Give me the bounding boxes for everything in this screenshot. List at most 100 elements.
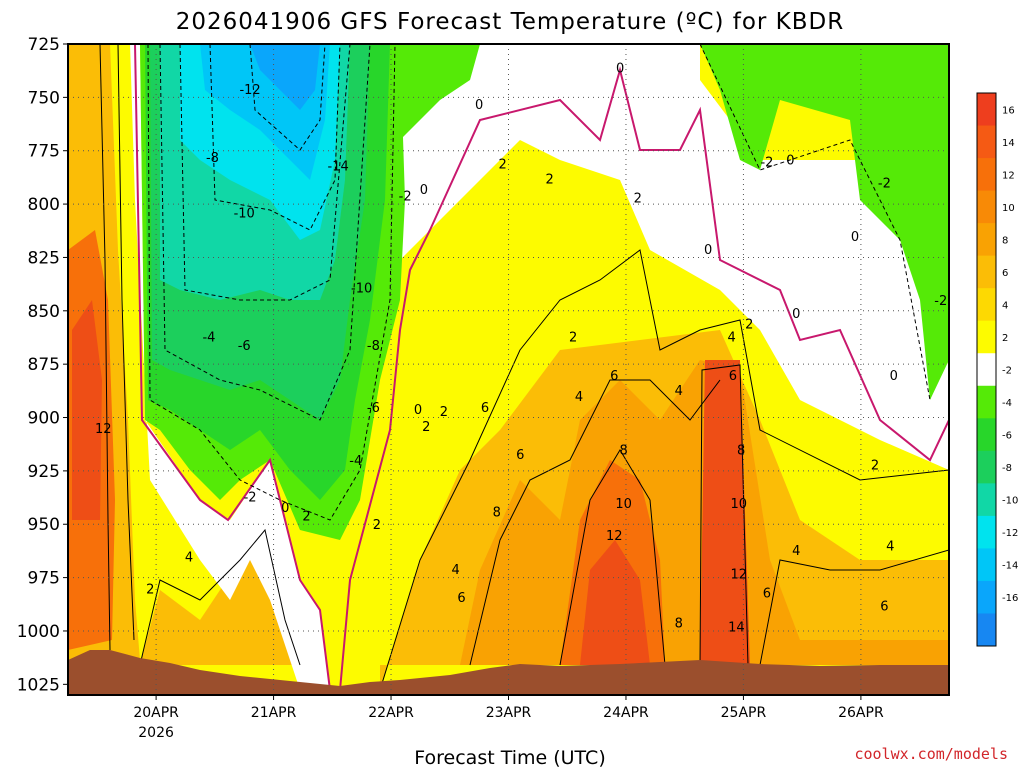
contour-label: 4 bbox=[728, 330, 736, 345]
contour-label: 0 bbox=[786, 153, 794, 168]
y-tick-label: 775 bbox=[28, 142, 60, 162]
plot-area bbox=[68, 44, 949, 695]
contour-label: 0 bbox=[851, 230, 859, 245]
contour-label: -12 bbox=[239, 83, 260, 98]
y-tick-label: 825 bbox=[28, 248, 60, 268]
colorbar-swatch bbox=[977, 418, 996, 452]
colorbar-tick-label: -4 bbox=[1002, 398, 1012, 409]
zero-zone-upper bbox=[390, 44, 949, 470]
y-tick-label: 900 bbox=[28, 409, 60, 429]
contour-label: 12 bbox=[95, 422, 112, 437]
colorbar-swatch bbox=[977, 385, 996, 419]
colorbar-tick-label: -16 bbox=[1002, 593, 1018, 604]
y-tick-label: 975 bbox=[28, 569, 60, 589]
colorbar-tick-label: 12 bbox=[1002, 170, 1015, 181]
contour-label: -2 bbox=[934, 294, 947, 309]
x-tick-sublabel: 2026 bbox=[138, 725, 174, 741]
y-axis: 725 750 775 800 825 850 875 900 925 950 975 1000 102… bbox=[17, 35, 68, 695]
y-tick-label: 750 bbox=[28, 88, 60, 108]
contour-label: 2 bbox=[373, 518, 381, 533]
colorbar-tick-label: -2 bbox=[1002, 366, 1012, 377]
x-axis-label: Forecast Time (UTC) bbox=[414, 747, 605, 768]
colorbar-swatch bbox=[977, 515, 996, 549]
contour-label: 0 bbox=[475, 98, 483, 113]
colorbar-tick-label: 6 bbox=[1002, 268, 1008, 279]
colorbar-tick-label: 16 bbox=[1002, 105, 1015, 116]
colorbar-tick-label: -6 bbox=[1002, 431, 1012, 442]
colorbar-swatch bbox=[977, 158, 996, 192]
contour-label: 0 bbox=[281, 501, 289, 516]
colorbar-swatch bbox=[977, 353, 996, 387]
colorbar-tick-label: 8 bbox=[1002, 235, 1008, 246]
colorbar-tick-label: -8 bbox=[1002, 463, 1012, 474]
colorbar: 16 14 12 10 8 6 4 2 -2 -4 -6 -8 -10 -12 -14 -16 bbox=[976, 92, 1018, 647]
colorbar-swatch bbox=[977, 255, 996, 289]
x-axis: 20APR 2026 21APR 22APR 23APR 24APR 25APR 26APR bbox=[133, 695, 884, 741]
contour-label: 4 bbox=[451, 563, 459, 578]
contour-label: 0 bbox=[616, 61, 624, 76]
terrain bbox=[68, 650, 949, 695]
contour-label: 8 bbox=[737, 444, 745, 459]
zero-contour bbox=[134, 44, 949, 691]
contour-label: 6 bbox=[729, 369, 737, 384]
colorbar-tick-label: 4 bbox=[1002, 300, 1008, 311]
contour-label: 2 bbox=[545, 172, 553, 187]
x-tick-label: 21APR bbox=[251, 705, 297, 721]
zero-zone-left bbox=[130, 44, 330, 690]
contour-label: 6 bbox=[610, 369, 618, 384]
contour-label: -14 bbox=[328, 160, 349, 175]
contour-label: -2 bbox=[399, 190, 412, 205]
contour-label: 4 bbox=[575, 390, 583, 405]
colorbar-tick-label: -12 bbox=[1002, 528, 1018, 539]
colorbar-swatch bbox=[977, 223, 996, 257]
contour-label: 4 bbox=[675, 384, 683, 399]
colorbar-swatch bbox=[977, 580, 996, 614]
contour-label: 6 bbox=[457, 591, 465, 606]
contour-label: 0 bbox=[890, 369, 898, 384]
x-tick-label: 25APR bbox=[721, 705, 767, 721]
contour-label: -8 bbox=[367, 339, 380, 354]
grid-lines bbox=[68, 44, 949, 695]
contour-label: 2 bbox=[422, 420, 430, 435]
contour-label: -6 bbox=[367, 401, 380, 416]
cold-zone-right bbox=[700, 44, 949, 400]
contour-label: 2 bbox=[745, 318, 753, 333]
x-tick-label: 26APR bbox=[838, 705, 884, 721]
warm-zone-core-24apr-2 bbox=[580, 540, 650, 665]
x-tick-label: 22APR bbox=[368, 705, 414, 721]
colorbar-swatch bbox=[977, 450, 996, 484]
colorbar-swatch bbox=[977, 125, 996, 159]
colorbar-swatch bbox=[977, 613, 996, 647]
warm-zone-left-core bbox=[72, 300, 102, 520]
contour-label: 4 bbox=[886, 540, 894, 555]
contour-label: 6 bbox=[763, 587, 771, 602]
y-tick-label: 725 bbox=[28, 35, 60, 55]
contour-label: -4 bbox=[202, 330, 215, 345]
credit-link[interactable]: coolwx.com/models bbox=[854, 745, 1008, 763]
x-tick-label: 23APR bbox=[486, 705, 532, 721]
colorbar-tick-label: -10 bbox=[1002, 496, 1018, 507]
contour-label: -2 bbox=[878, 177, 891, 192]
contour-label: 0 bbox=[414, 403, 422, 418]
contour-label: -2 bbox=[760, 155, 773, 170]
y-tick-label: 1000 bbox=[17, 622, 60, 642]
contour-label: 14 bbox=[728, 621, 745, 636]
contour-label: 6 bbox=[481, 401, 489, 416]
contour-label: -10 bbox=[351, 281, 372, 296]
contour-label: 6 bbox=[880, 599, 888, 614]
contour-label: 0 bbox=[792, 307, 800, 322]
cold-zone-upper-mid bbox=[395, 44, 480, 140]
contour-label: 10 bbox=[730, 497, 747, 512]
contour-label: -8 bbox=[206, 151, 219, 166]
contour-label: -10 bbox=[234, 207, 255, 222]
contour-label: 2 bbox=[569, 330, 577, 345]
contour-label: -2 bbox=[244, 490, 257, 505]
y-tick-label: 800 bbox=[28, 195, 60, 215]
cold-zone-deepblue bbox=[250, 44, 320, 110]
warm-zone-core-25apr bbox=[700, 360, 750, 665]
contour-label: 0 bbox=[704, 243, 712, 258]
colorbar-swatch bbox=[977, 320, 996, 354]
contour-label: 8 bbox=[493, 505, 501, 520]
